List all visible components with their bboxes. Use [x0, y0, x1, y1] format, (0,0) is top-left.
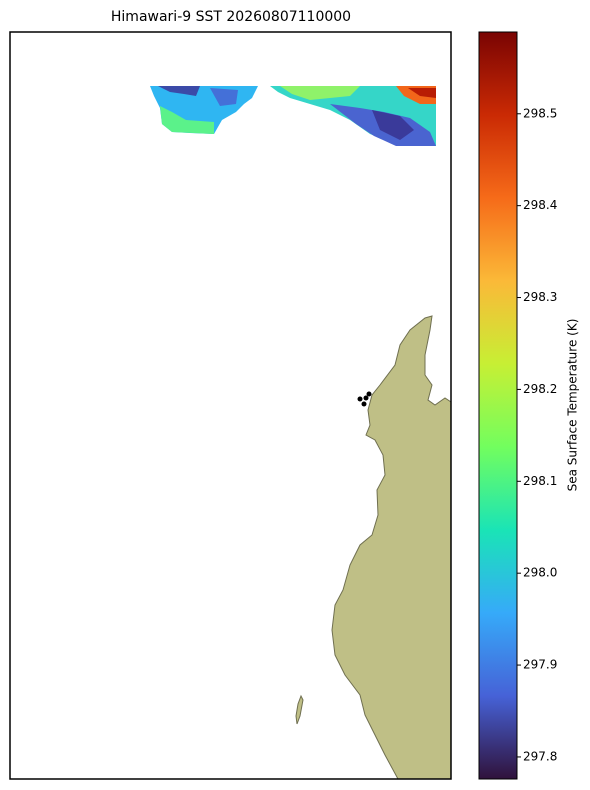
colorbar-tick-label: 298.4	[523, 198, 557, 212]
station-markers	[357, 391, 372, 407]
chart-title: Himawari-9 SST 20260807110000	[111, 9, 351, 25]
colorbar	[478, 31, 518, 780]
land	[331, 315, 452, 780]
map-area	[9, 31, 452, 780]
colorbar-tick-label: 298.5	[523, 106, 557, 120]
colorbar-tick-label: 298.0	[523, 566, 557, 580]
colorbar-tick-label: 297.9	[523, 658, 557, 672]
colorbar-tick-label: 298.3	[523, 290, 557, 304]
map-frame	[9, 31, 452, 780]
colorbar-label: Sea Surface Temperature (K)	[566, 319, 580, 492]
colorbar-tick-label: 297.8	[523, 749, 557, 763]
colorbar-tick-label: 298.2	[523, 382, 557, 396]
island	[295, 694, 304, 725]
sst-patch	[150, 86, 436, 146]
colorbar-tick-label: 298.1	[523, 474, 557, 488]
